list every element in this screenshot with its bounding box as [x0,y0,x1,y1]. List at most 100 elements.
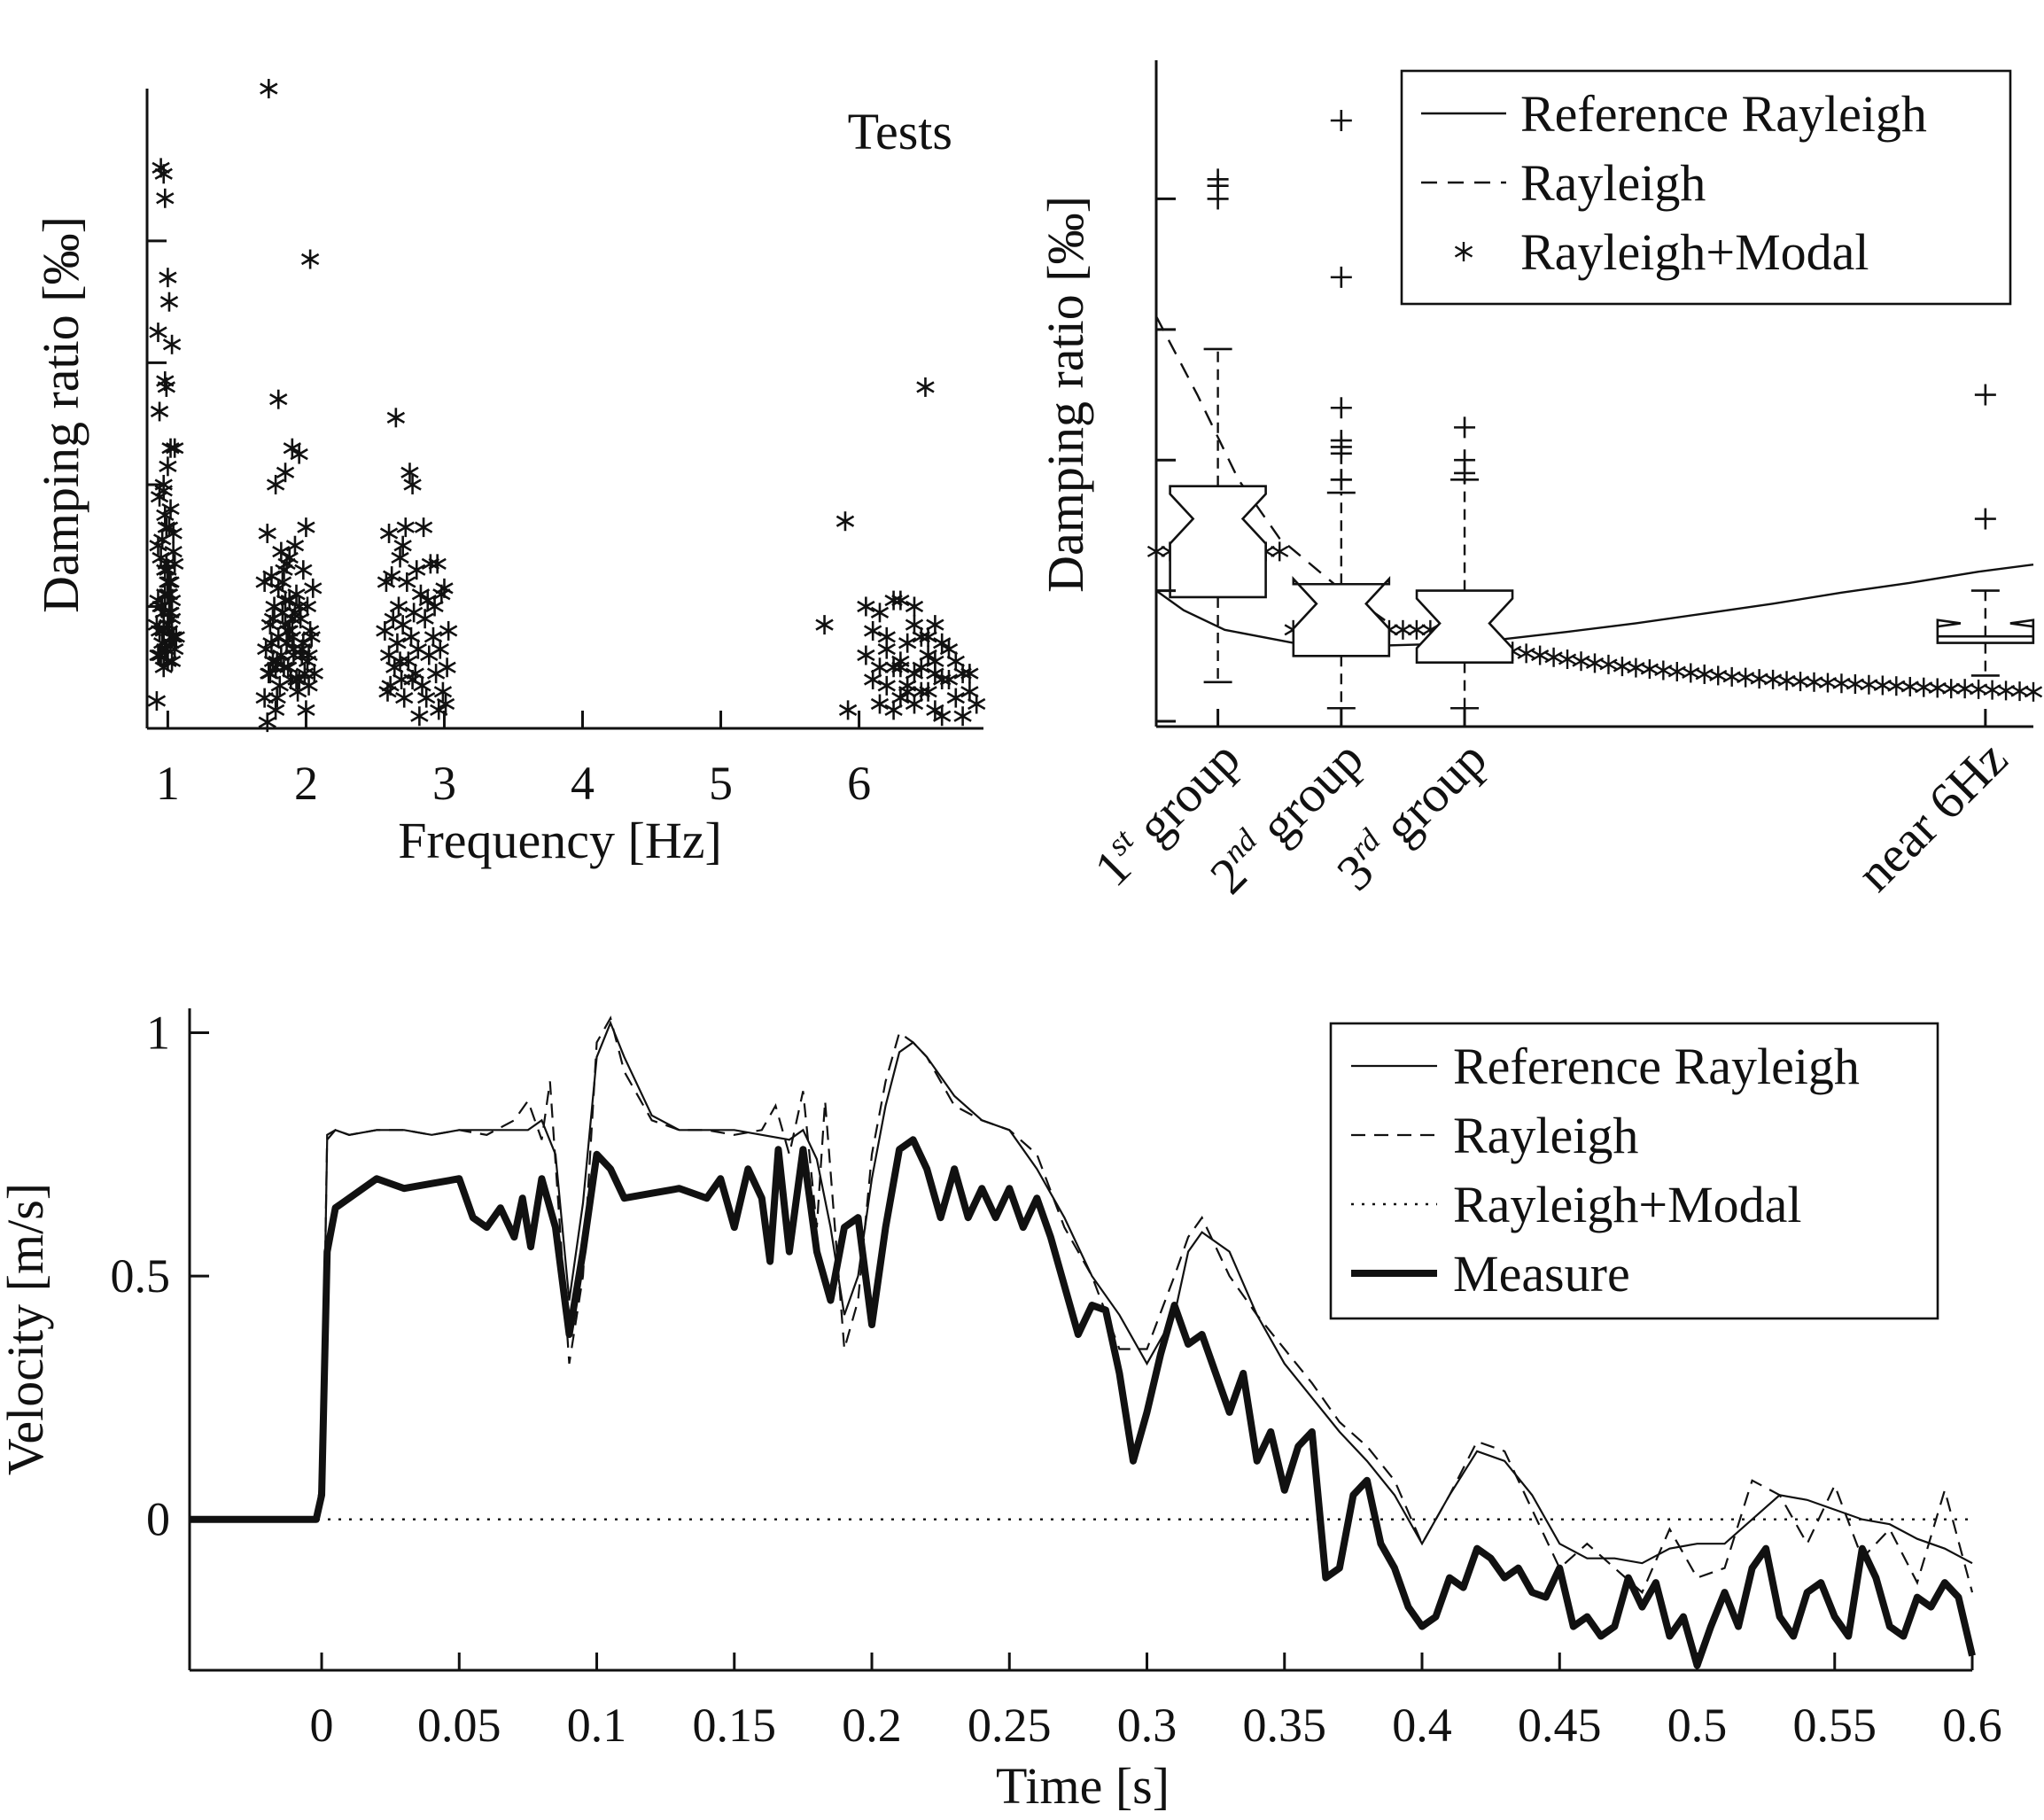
scatter-point-stroke [386,411,406,424]
scatter-point-stroke [290,447,308,461]
scatter-point-stroke [438,661,456,673]
scatter-point-stroke [262,637,281,649]
velocity-xtick-label-1: 0.05 [417,1699,501,1752]
scatter-point-stroke [275,564,293,576]
scatter-point-stroke [294,637,313,649]
scatter-point [290,596,308,617]
scatter-point-stroke [297,704,315,716]
scatter-point [255,688,274,708]
scatter-point-stroke [154,606,173,618]
box-outlier [1330,430,1352,452]
velocity-yticks: 00.51 [111,1006,209,1546]
scatter-point [266,657,285,678]
boxplot-series-point [2010,681,2029,702]
scatter-point [400,463,419,483]
box-2 [1415,416,1514,710]
scatter-point-stroke [156,564,175,576]
scatter-point [898,633,917,653]
box-outlier [1974,384,1996,406]
scatter-point [898,681,917,702]
boxplot-legend-marker-2-stroke [1454,245,1473,258]
velocity-panel: 0 0.05 0.1 0.15 0.2 0.25 0.3 0.35 0.4 0.45 0.5 0.55… [0,1006,2002,1815]
box-outlier [1330,109,1352,131]
scatter-marks [147,79,986,733]
scatter-point-stroke [905,618,924,631]
velocity-xtick-label-5: 0.25 [968,1699,1052,1752]
boxplot-series-point-stroke [2024,686,2043,698]
scatter-point [275,560,293,580]
scatter-xtick-label-5: 6 [847,757,871,810]
scatter-point-stroke [290,600,308,613]
velocity-xlabel: Time [s] [996,1757,1170,1815]
scatter-point-stroke [152,533,172,546]
scatter-point-stroke [905,600,924,613]
scatter-point-stroke [898,637,917,649]
scatter-point [159,560,177,580]
scatter-point [304,578,323,598]
scatter-point [159,615,177,635]
velocity-xtick-label-7: 0.35 [1243,1699,1327,1752]
boxplot-series-point-stroke [1832,677,1851,689]
scatter-point-stroke [159,271,177,284]
boxplot-series-point-stroke [1928,681,1947,694]
scatter-point-stroke [159,460,177,472]
boxplot-series-point-stroke [1695,668,1714,681]
velocity-legend: Reference Rayleigh Rayleigh Rayleigh+Modal… [1329,1022,1939,1320]
scatter-point [157,377,176,397]
scatter-point [953,664,972,684]
scatter-point [396,517,415,538]
velocity-xtick-label-10: 0.5 [1667,1699,1728,1752]
scatter-point-stroke [280,551,299,564]
scatter-point [926,651,944,672]
scatter-point-stroke [877,642,896,656]
scatter-point-stroke [919,631,937,643]
scatter-point-stroke [400,466,419,478]
scatter-point-stroke [283,442,302,455]
scatter-point-stroke [417,691,436,704]
velocity-xtick-label-11: 0.55 [1793,1699,1877,1752]
scatter-point-stroke [815,618,834,631]
boxplot-series-point-stroke [1860,679,1878,691]
boxplot-series-point-stroke [1750,673,1768,685]
scatter-point-stroke [426,667,446,680]
scatter-point-stroke [389,600,408,613]
scatter-point-stroke [912,686,930,698]
scatter-point [147,691,167,712]
boxplot-series-point-stroke [1818,676,1838,689]
scatter-point-stroke [299,680,318,692]
scatter-point-stroke [376,625,394,637]
box-body [1292,576,1391,657]
scatter-point-stroke [393,540,412,552]
scatter-point [884,590,903,611]
scatter-point-stroke [297,521,315,533]
scatter-point-stroke [960,667,979,680]
boxplot-series-point [1791,672,1810,692]
boxplot-series-point-stroke [1558,653,1577,665]
scatter-point-stroke [946,691,965,704]
velocity-series [190,1015,1976,1669]
velocity-xtick-label-3: 0.15 [693,1699,777,1752]
scatter-point [149,323,167,343]
scatter-panel: Tests 1 2 3 4 5 6 Frequency [Hz] Damping rati… [32,79,986,869]
scatter-point-stroke [161,442,180,455]
scatter-xtick-label-1: 2 [294,757,318,810]
boxplot-series-point-stroke [1517,647,1535,659]
boxplot-series-point [1846,673,1865,694]
boxplot-series-point [1805,672,1823,692]
scatter-point-stroke [835,515,855,527]
boxplot-series-point [1887,676,1906,696]
scatter-point-stroke [431,642,449,656]
boxplot-series-point-stroke [1846,678,1865,690]
scatter-point-stroke [159,564,177,576]
scatter-point [159,292,179,312]
scatter-point-stroke [266,661,285,673]
scatter-point [300,249,320,269]
scatter-point [149,645,167,665]
scatter-point-stroke [152,637,172,649]
scatter-point-stroke [898,686,917,698]
scatter-point [835,511,855,532]
boxplot-legend: Reference Rayleigh Rayleigh Rayleigh+Modal [1400,69,2012,306]
scatter-point-stroke [388,637,407,649]
scatter-point-stroke [414,521,433,533]
